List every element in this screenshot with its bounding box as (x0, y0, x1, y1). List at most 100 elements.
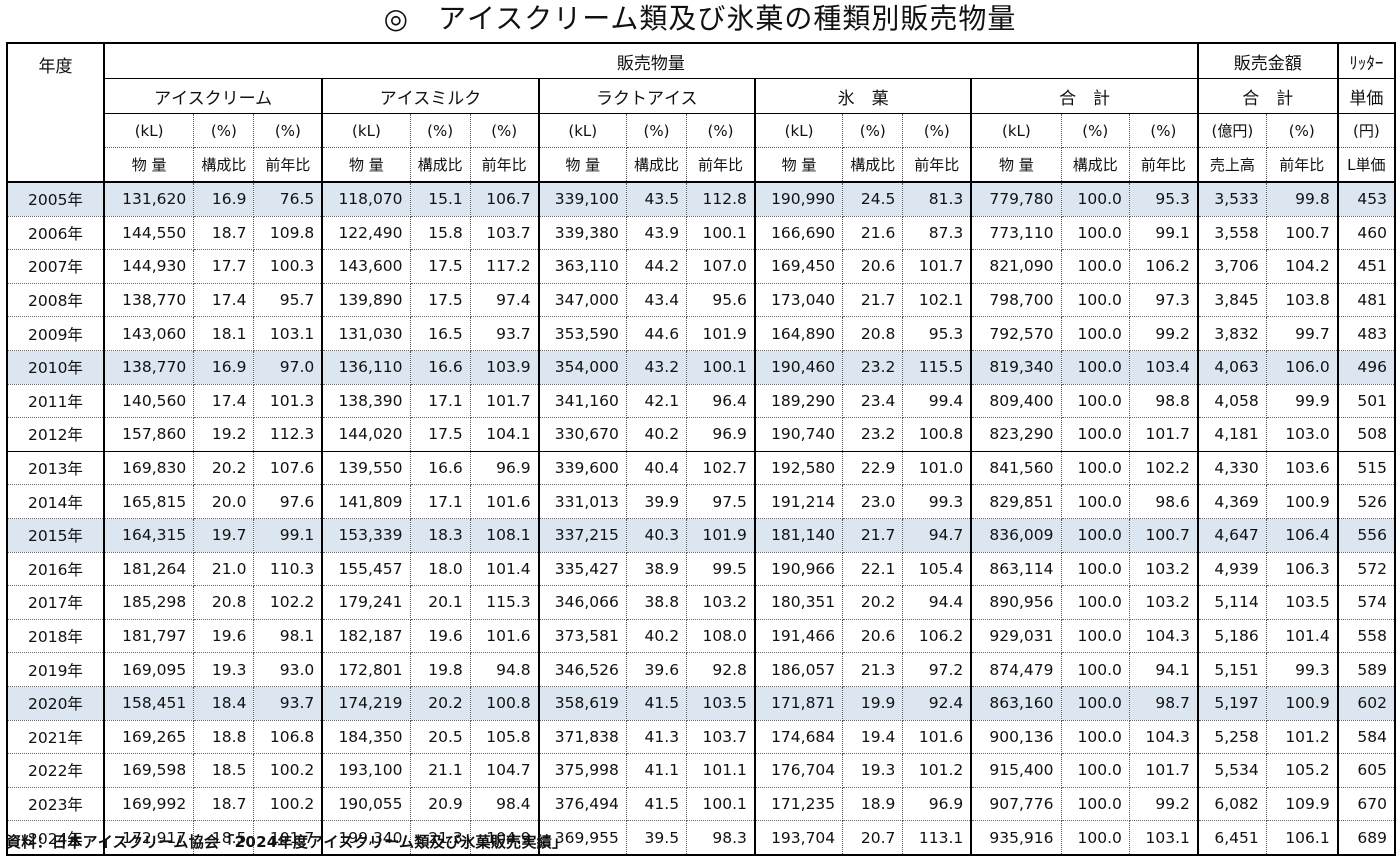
value-cell: 43.2 (626, 350, 688, 385)
category-icecream: アイスクリーム (103, 78, 324, 114)
year-cell: 2017年 (6, 585, 105, 620)
value-cell: 109.9 (1266, 787, 1339, 822)
value-cell: 108.0 (686, 619, 756, 654)
value-cell: 44.6 (626, 316, 688, 351)
source-note: 資料：日本アイスクリーム協会「2024年度アイスクリーム類及び氷菓販売実績」 (6, 833, 568, 851)
table-row: 2005年 131,620 16.9 76.5 118,070 15.1 106.7 339,… (6, 182, 1397, 217)
value-cell: 22.9 (842, 451, 904, 486)
value-cell: 100.0 (1061, 283, 1130, 318)
value-cell: 915,400 (971, 753, 1062, 788)
subheader-label: L単価 (1337, 147, 1397, 183)
value-cell: 574 (1337, 585, 1397, 620)
value-cell: 508 (1337, 417, 1397, 452)
value-cell: 99.5 (686, 552, 756, 587)
value-cell: 95.3 (1129, 182, 1199, 217)
value-cell: 99.2 (1129, 316, 1199, 351)
value-cell: 103.2 (1129, 585, 1199, 620)
table-row: 2016年 181,264 21.0 110.3 155,457 18.0 101.4 335… (6, 552, 1397, 587)
table-row: 2020年 158,451 18.4 93.7 174,219 20.2 100.8 358,… (6, 686, 1397, 721)
value-cell: 96.9 (902, 787, 973, 822)
value-cell: 15.1 (410, 182, 471, 217)
value-cell: 17.5 (410, 249, 471, 284)
value-cell: 100.0 (1061, 451, 1130, 486)
value-cell: 369,955 (538, 820, 627, 856)
value-cell: 20.5 (410, 720, 471, 755)
year-column-header: 年度 (6, 43, 105, 183)
value-cell: 98.8 (1129, 384, 1199, 419)
value-cell: 23.4 (842, 384, 904, 419)
value-cell: 17.7 (193, 249, 255, 284)
subheader-label: 前年比 (686, 147, 756, 183)
unit-label: (kL) (538, 113, 627, 148)
value-cell: 18.8 (193, 720, 255, 755)
value-cell: 17.5 (410, 417, 471, 452)
value-cell: 100.0 (1061, 720, 1130, 755)
value-cell: 3,533 (1197, 182, 1267, 217)
year-cell: 2021年 (6, 720, 105, 755)
value-cell: 158,451 (103, 686, 195, 721)
value-cell: 874,479 (971, 652, 1062, 687)
value-cell: 39.9 (626, 484, 688, 519)
year-cell: 2016年 (6, 552, 105, 587)
value-cell: 41.5 (626, 787, 688, 822)
value-cell: 101.7 (1129, 417, 1199, 452)
value-cell: 99.2 (1129, 787, 1199, 822)
subheader-label: 前年比 (470, 147, 540, 183)
value-cell: 171,235 (754, 787, 844, 822)
value-cell: 101.6 (470, 484, 540, 519)
value-cell: 169,265 (103, 720, 195, 755)
value-cell: 101.1 (686, 753, 756, 788)
value-cell: 115.5 (902, 350, 973, 385)
units-row: (kL) (%) (%) (kL) (%) (%) (kL) (%) (%) (kL) (%) (%)… (7, 113, 1397, 148)
value-cell: 18.1 (193, 316, 255, 351)
value-cell: 375,998 (538, 753, 627, 788)
value-cell: 346,066 (538, 585, 627, 620)
value-cell: 4,647 (1197, 518, 1267, 553)
value-cell: 100.9 (1266, 484, 1339, 519)
value-cell: 92.8 (686, 652, 756, 687)
value-cell: 99.9 (1266, 384, 1339, 419)
value-cell: 23.0 (842, 484, 904, 519)
value-cell: 330,670 (538, 417, 627, 452)
value-cell: 103.8 (1266, 283, 1339, 318)
value-cell: 87.3 (902, 216, 973, 251)
value-cell: 16.9 (193, 182, 255, 217)
year-cell: 2023年 (6, 787, 105, 822)
value-cell: 97.3 (1129, 283, 1199, 318)
value-cell: 18.3 (410, 518, 471, 553)
subheader-label: 物 量 (538, 147, 627, 183)
year-cell: 2024年 (6, 820, 105, 856)
value-cell: 20.1 (410, 585, 471, 620)
value-cell: 101.9 (686, 518, 756, 553)
value-cell: 20.0 (193, 484, 255, 519)
value-cell: 823,290 (971, 417, 1062, 452)
value-cell: 371,838 (538, 720, 627, 755)
value-cell: 4,369 (1197, 484, 1267, 519)
value-cell: 185,298 (103, 585, 195, 620)
value-cell: 106.8 (253, 720, 324, 755)
value-cell: 101.7 (470, 384, 540, 419)
value-cell: 863,160 (971, 686, 1062, 721)
value-cell: 165,815 (103, 484, 195, 519)
value-cell: 103.0 (1266, 417, 1339, 452)
value-cell: 481 (1337, 283, 1397, 318)
value-cell: 20.2 (193, 451, 255, 486)
subheader-label: 物 量 (322, 147, 411, 183)
value-cell: 107.6 (253, 451, 324, 486)
value-cell: 98.6 (1129, 484, 1199, 519)
value-cell: 172,801 (322, 652, 411, 687)
value-cell: 100.8 (902, 417, 973, 452)
value-cell: 169,598 (103, 753, 195, 788)
value-cell: 103.7 (686, 720, 756, 755)
value-cell: 347,000 (538, 283, 627, 318)
value-cell: 335,427 (538, 552, 627, 587)
value-cell: 346,526 (538, 652, 627, 687)
year-cell: 2005年 (6, 182, 105, 217)
value-cell: 21.3 (410, 820, 471, 856)
value-cell: 100.7 (1129, 518, 1199, 553)
value-cell: 21.7 (842, 518, 904, 553)
value-cell: 179,241 (322, 585, 411, 620)
value-cell: 556 (1337, 518, 1397, 553)
year-cell: 2010年 (6, 350, 105, 385)
value-cell: 43.5 (626, 182, 688, 217)
